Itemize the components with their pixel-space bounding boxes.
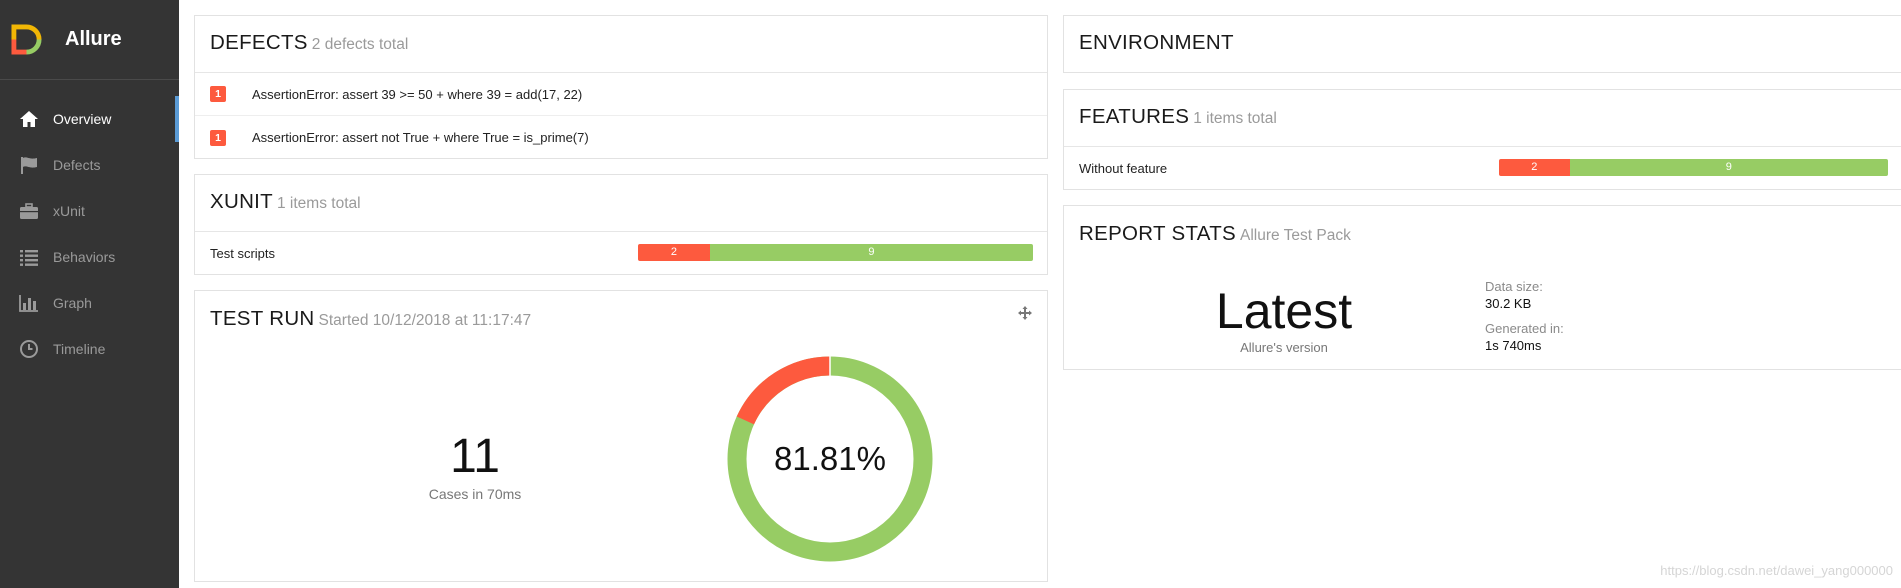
defects-subtitle: 2 defects total (311, 36, 409, 53)
sidebar-item-xunit[interactable]: xUnit (0, 188, 179, 234)
sidebar-item-behaviors[interactable]: Behaviors (0, 234, 179, 280)
sidebar-item-defects[interactable]: Defects (0, 142, 179, 188)
pass-rate-donut[interactable] (727, 356, 933, 562)
testrun-subtitle: Started 10/12/2018 at 11:17:47 (318, 312, 532, 329)
testrun-title: TEST RUN (210, 307, 315, 330)
sidebar-item-label: xUnit (53, 203, 85, 219)
sidebar-item-label: Defects (53, 157, 101, 173)
sidebar-item-label: Behaviors (53, 249, 116, 265)
generated-in-value: 1s 740ms (1485, 338, 1542, 353)
xunit-status-bar[interactable]: 2 9 (638, 244, 1033, 261)
sidebar-item-label: Graph (53, 295, 92, 311)
clock-icon (18, 338, 40, 360)
sidebar-item-overview[interactable]: Overview (0, 96, 179, 142)
defect-row[interactable]: 1 AssertionError: assert 39 >= 50 + wher… (195, 73, 1047, 116)
data-size-label: Data size: (1485, 279, 1543, 294)
donut-failed-arc (736, 356, 831, 425)
testrun-widget: TEST RUN Started 10/12/2018 at 11:17:47 1… (194, 290, 1048, 582)
xunit-header: XUNIT 1 items total (195, 175, 1047, 232)
defect-message: AssertionError: assert not True + where … (252, 130, 589, 145)
flag-icon (18, 154, 40, 176)
defect-count-badge: 1 (210, 129, 226, 146)
defects-title: DEFECTS (210, 31, 308, 54)
home-icon (18, 108, 40, 130)
data-size-value: 30.2 KB (1485, 296, 1532, 311)
passed-segment: 9 (1569, 159, 1888, 176)
watermark: https://blog.csdn.net/dawei_yang000000 (1660, 563, 1893, 578)
sidebar-item-label: Overview (53, 111, 112, 127)
data-size: Data size: 30.2 KB (1485, 279, 1543, 311)
allure-version: Latest (1215, 283, 1353, 339)
allure-logo-icon (11, 24, 42, 55)
sidebar-item-label: Timeline (53, 341, 106, 357)
defects-widget: DEFECTS 2 defects total 1 AssertionError:… (194, 15, 1048, 159)
features-subtitle: 1 items total (1193, 110, 1277, 127)
features-widget: FEATURES 1 items total Without feature 2 … (1063, 89, 1901, 190)
features-title: FEATURES (1079, 105, 1190, 128)
environment-widget: ENVIRONMENT (1063, 15, 1901, 73)
report-stats-header: REPORT STATS Allure Test Pack (1064, 206, 1901, 246)
generated-in: Generated in: 1s 740ms (1485, 321, 1564, 353)
report-stats-widget: REPORT STATS Allure Test Pack Latest Allu… (1063, 205, 1901, 370)
report-stats-subtitle: Allure Test Pack (1240, 227, 1351, 244)
features-row-label: Without feature (1079, 160, 1168, 176)
sidebar-item-graph[interactable]: Graph (0, 280, 179, 326)
failed-segment: 2 (638, 244, 710, 261)
generated-in-label: Generated in: (1485, 321, 1564, 336)
defect-count-badge: 1 (210, 86, 226, 102)
sidebar: Allure Overview Defects xUnit (0, 0, 179, 588)
list-icon (18, 246, 40, 268)
features-row[interactable]: Without feature 2 9 (1064, 147, 1901, 189)
defect-message: AssertionError: assert 39 >= 50 + where … (252, 86, 583, 102)
report-stats-title: REPORT STATS (1079, 222, 1236, 245)
app-name: Allure (65, 28, 122, 50)
xunit-row-label: Test scripts (210, 245, 276, 261)
features-header: FEATURES 1 items total (1064, 90, 1901, 147)
xunit-widget: XUNIT 1 items total Test scripts 2 9 (194, 174, 1048, 275)
failed-segment: 2 (1499, 159, 1570, 176)
briefcase-icon (18, 200, 40, 222)
environment-title: ENVIRONMENT (1079, 31, 1234, 54)
passed-segment: 9 (709, 244, 1033, 261)
defects-header: DEFECTS 2 defects total (195, 16, 1047, 73)
sidebar-item-timeline[interactable]: Timeline (0, 326, 179, 372)
bar-chart-icon (18, 292, 40, 314)
xunit-row[interactable]: Test scripts 2 9 (195, 232, 1047, 274)
xunit-subtitle: 1 items total (277, 195, 361, 212)
environment-header: ENVIRONMENT (1064, 16, 1901, 73)
sidebar-nav: Overview Defects xUnit Behavio (0, 96, 179, 372)
xunit-title: XUNIT (210, 190, 273, 213)
cases-count: 11 (450, 430, 500, 483)
pass-rate-percent: 81.81% (774, 440, 886, 477)
move-icon[interactable] (1017, 305, 1033, 321)
allure-version-label: Allure's version (1240, 340, 1328, 355)
features-status-bar[interactable]: 2 9 (1499, 159, 1888, 176)
brand[interactable]: Allure (0, 0, 179, 80)
testrun-header: TEST RUN Started 10/12/2018 at 11:17:47 (195, 291, 1047, 331)
cases-subtitle: Cases in 70ms (428, 486, 522, 502)
defect-row[interactable]: 1 AssertionError: assert not True + wher… (195, 116, 1047, 159)
